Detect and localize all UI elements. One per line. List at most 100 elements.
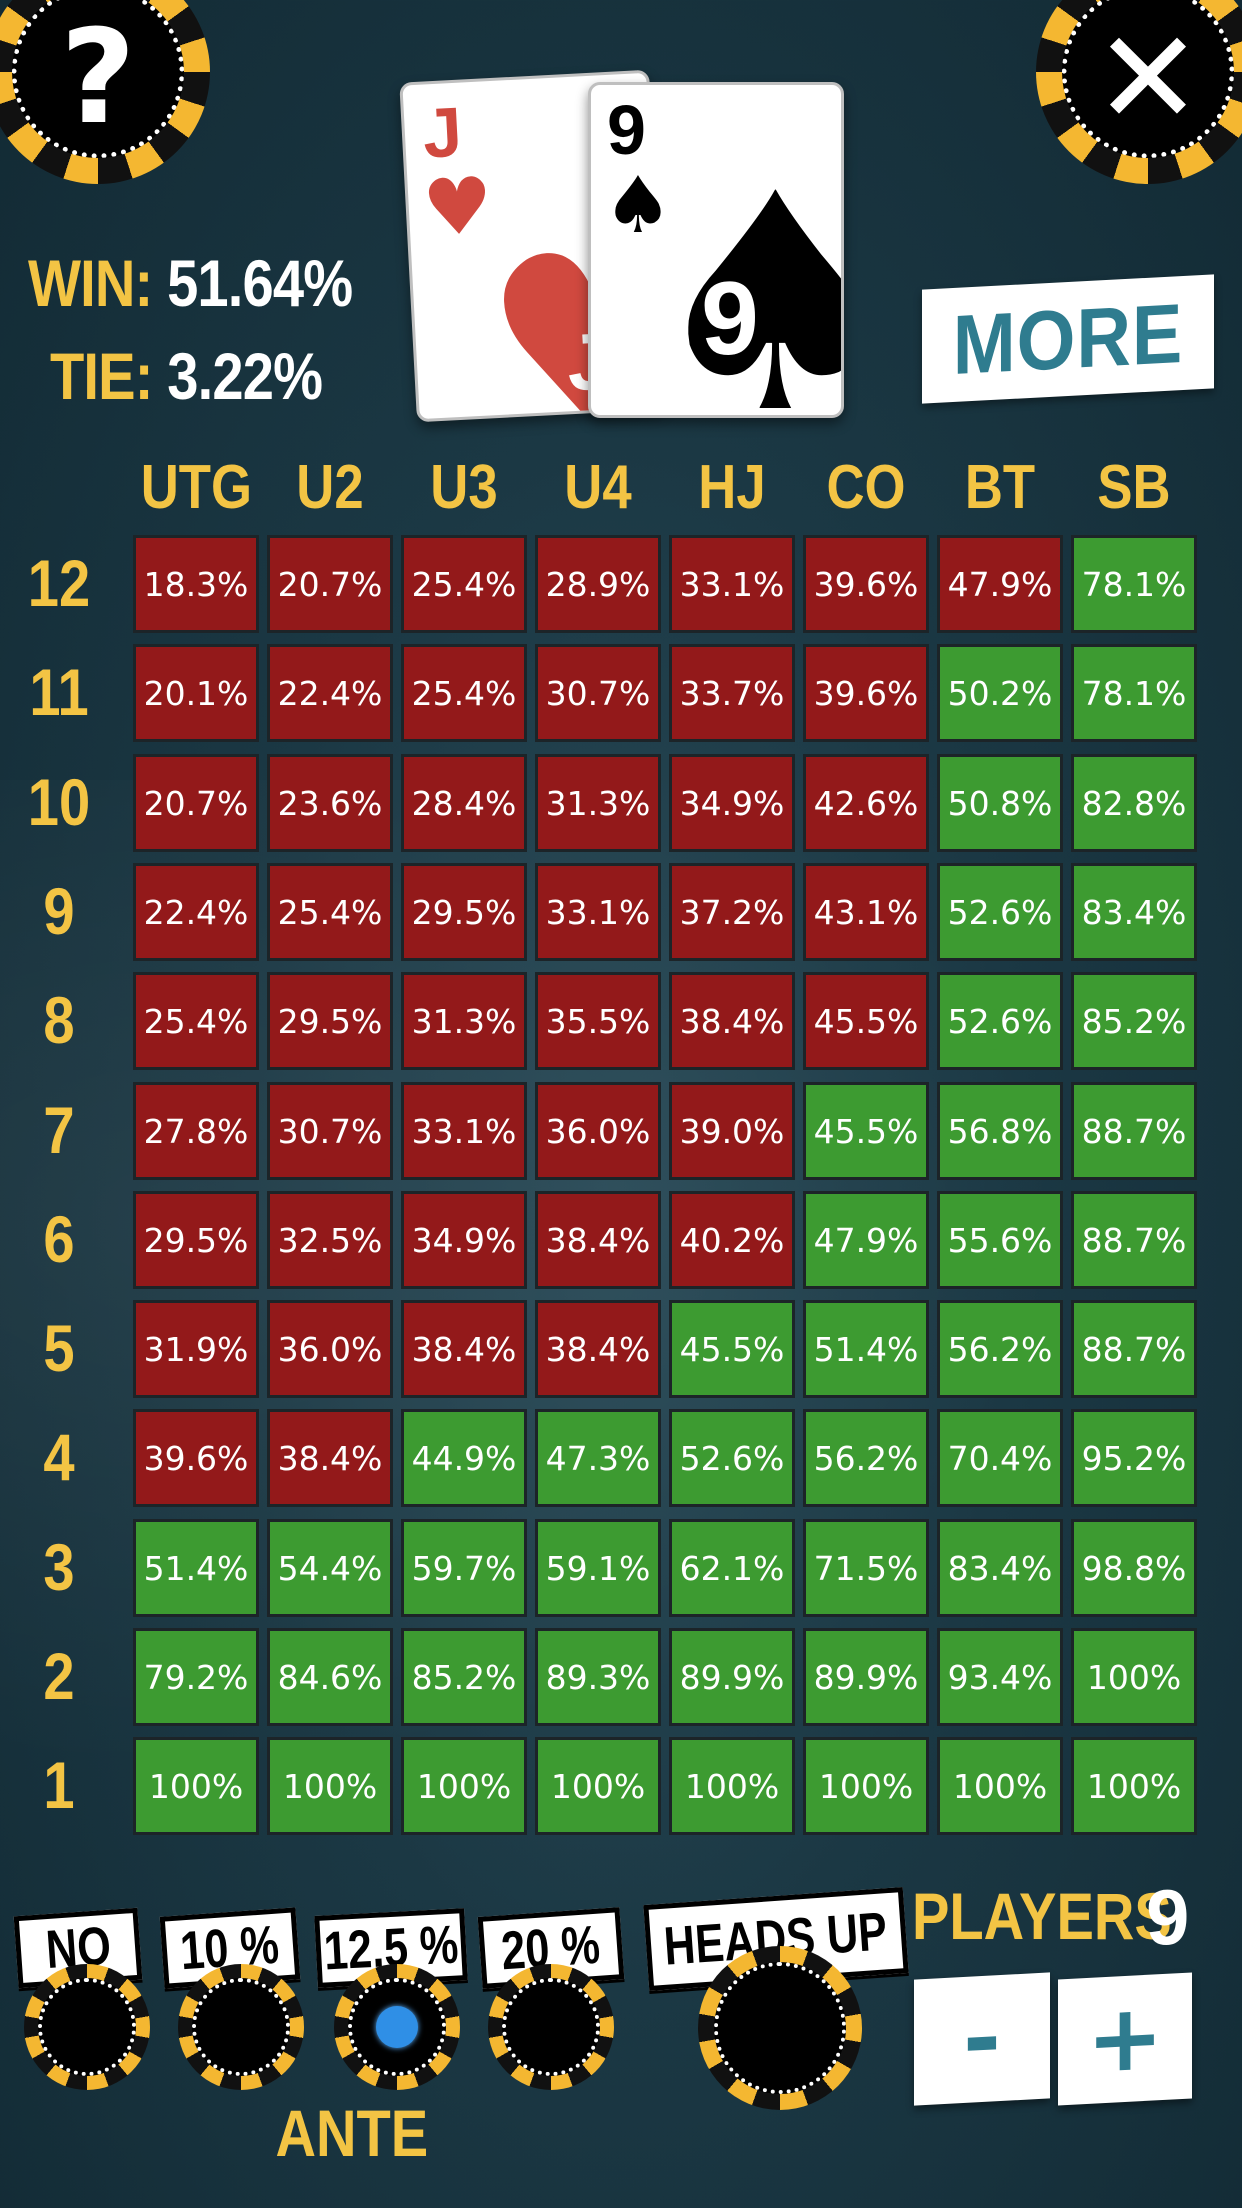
ante-label: ANTE: [275, 2096, 429, 2170]
help-chip-face: ?: [12, 0, 184, 158]
equity-cell: 54.4%: [267, 1519, 393, 1617]
equity-cell: 52.6%: [937, 863, 1063, 961]
card-rank-large: 9: [701, 261, 759, 377]
equity-cell: 32.5%: [267, 1191, 393, 1289]
equity-cell: 28.4%: [401, 754, 527, 852]
equity-cell: 83.4%: [1071, 863, 1197, 961]
more-button[interactable]: MORE: [922, 274, 1214, 404]
equity-cell: 100%: [133, 1737, 259, 1835]
equity-cell: 50.8%: [937, 754, 1063, 852]
equity-cell: 25.4%: [133, 972, 259, 1070]
equity-cell: 47.9%: [937, 535, 1063, 633]
equity-cell: 85.2%: [401, 1628, 527, 1726]
equity-cell: 20.7%: [133, 754, 259, 852]
more-button-label: MORE: [952, 285, 1184, 392]
equity-cell: 50.2%: [937, 644, 1063, 742]
equity-cell: 38.4%: [669, 972, 795, 1070]
equity-cell: 55.6%: [937, 1191, 1063, 1289]
ante-radio-2[interactable]: [178, 1964, 304, 2090]
equity-cell: 56.2%: [937, 1300, 1063, 1398]
equity-cell: 51.4%: [133, 1519, 259, 1617]
equity-cell: 56.2%: [803, 1409, 929, 1507]
equity-cell: 62.1%: [669, 1519, 795, 1617]
equity-cell: 31.3%: [401, 972, 527, 1070]
equity-cell: 39.6%: [803, 644, 929, 742]
hole-card-nine-spades[interactable]: 9 ♠ ♠ 9: [588, 82, 844, 418]
minus-icon: -: [962, 1983, 1002, 2094]
equity-cell: 88.7%: [1071, 1082, 1197, 1180]
position-header-co: CO: [826, 453, 906, 522]
equity-cell: 30.7%: [535, 644, 661, 742]
position-header-u4: U4: [564, 453, 632, 522]
opponents-row-label: 3: [43, 1530, 75, 1604]
equity-cell: 39.6%: [803, 535, 929, 633]
equity-cell: 100%: [803, 1737, 929, 1835]
equity-cell: 36.0%: [267, 1300, 393, 1398]
equity-cell: 33.1%: [535, 863, 661, 961]
ante-radio-3[interactable]: [334, 1964, 460, 2090]
opponents-row-label: 10: [27, 765, 91, 839]
equity-cell: 100%: [937, 1737, 1063, 1835]
equity-cell: 36.0%: [535, 1082, 661, 1180]
position-header-bt: BT: [964, 453, 1036, 522]
tie-value: 3.22%: [167, 339, 323, 413]
equity-cell: 89.9%: [669, 1628, 795, 1726]
radio-chip-face: [38, 1978, 136, 2076]
close-button[interactable]: ✕: [1036, 0, 1242, 184]
close-x-icon: ✕: [1093, 2, 1203, 154]
heads-up-toggle[interactable]: [698, 1946, 862, 2110]
equity-cell: 84.6%: [267, 1628, 393, 1726]
equity-cell: 78.1%: [1071, 644, 1197, 742]
equity-cell: 59.1%: [535, 1519, 661, 1617]
equity-cell: 56.8%: [937, 1082, 1063, 1180]
equity-cell: 38.4%: [267, 1409, 393, 1507]
equity-cell: 45.5%: [669, 1300, 795, 1398]
equity-cell: 82.8%: [1071, 754, 1197, 852]
equity-cell: 88.7%: [1071, 1191, 1197, 1289]
equity-cell: 38.4%: [535, 1300, 661, 1398]
tie-label: TIE:: [50, 339, 153, 413]
equity-cell: 44.9%: [401, 1409, 527, 1507]
position-header-utg: UTG: [140, 453, 252, 522]
equity-cell: 45.5%: [803, 1082, 929, 1180]
win-label: WIN:: [28, 246, 153, 320]
equity-cell: 70.4%: [937, 1409, 1063, 1507]
ante-radio-1[interactable]: [24, 1964, 150, 2090]
equity-cell: 27.8%: [133, 1082, 259, 1180]
card-rank: 9: [607, 91, 646, 169]
equity-cell: 78.1%: [1071, 535, 1197, 633]
ante-radio-4[interactable]: [488, 1964, 614, 2090]
equity-cell: 35.5%: [535, 972, 661, 1070]
question-mark-icon: ?: [60, 1, 136, 153]
opponents-row-label: 5: [43, 1311, 75, 1385]
increase-players-button[interactable]: +: [1058, 1972, 1192, 2106]
equity-cell: 47.9%: [803, 1191, 929, 1289]
players-count: 9: [1146, 1873, 1190, 1961]
opponents-row-label: 12: [27, 546, 91, 620]
equity-cell: 83.4%: [937, 1519, 1063, 1617]
equity-cell: 31.9%: [133, 1300, 259, 1398]
radio-chip-face: [192, 1978, 290, 2076]
equity-cell: 100%: [267, 1737, 393, 1835]
decrease-players-button[interactable]: -: [914, 1972, 1050, 2106]
help-button[interactable]: ?: [0, 0, 210, 184]
win-value: 51.64%: [167, 246, 353, 320]
position-header-u3: U3: [430, 453, 498, 522]
equity-cell: 39.6%: [133, 1409, 259, 1507]
selected-dot-icon: [376, 2006, 418, 2048]
plus-icon: +: [1086, 1982, 1164, 2095]
equity-cell: 40.2%: [669, 1191, 795, 1289]
equity-cell: 89.3%: [535, 1628, 661, 1726]
position-header-sb: SB: [1097, 453, 1171, 522]
equity-cell: 20.1%: [133, 644, 259, 742]
equity-cell: 79.2%: [133, 1628, 259, 1726]
spade-suit-large-icon: ♠: [641, 155, 841, 416]
equity-cell: 28.9%: [535, 535, 661, 633]
equity-cell: 100%: [535, 1737, 661, 1835]
equity-cell: 39.0%: [669, 1082, 795, 1180]
card-rank: J: [420, 92, 464, 173]
win-stat: WIN: 51.64%: [28, 245, 353, 321]
position-header-hj: HJ: [698, 453, 766, 522]
equity-cell: 37.2%: [669, 863, 795, 961]
equity-cell: 25.4%: [401, 644, 527, 742]
